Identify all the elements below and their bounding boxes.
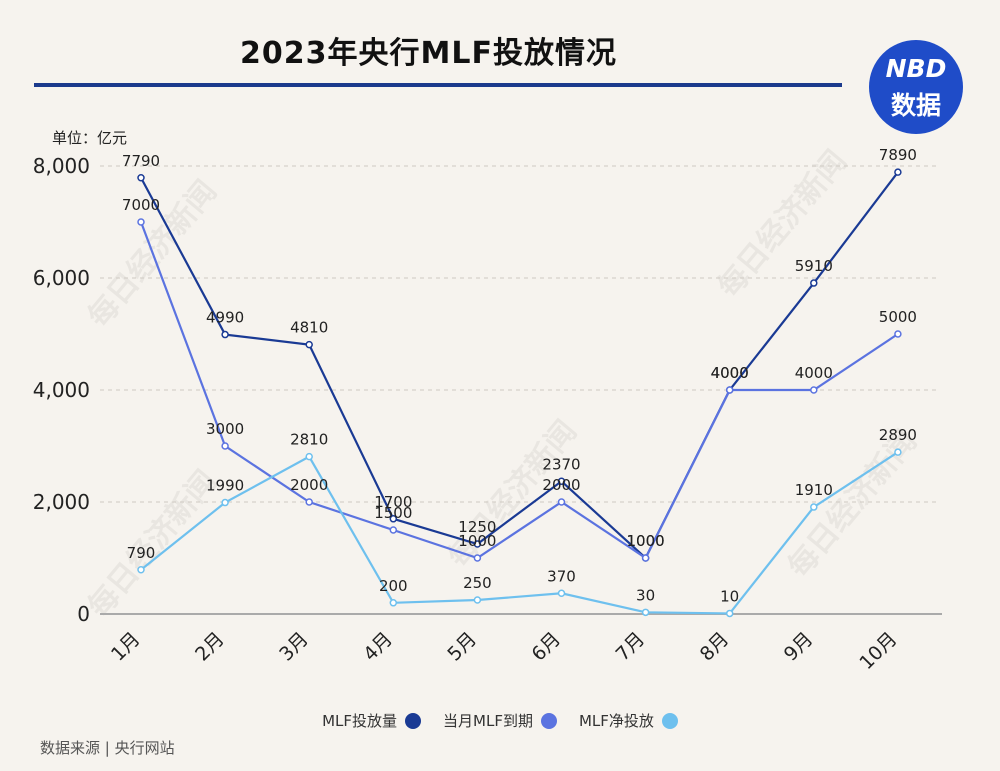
- data-point: [389, 526, 398, 534]
- x-tick-label: 8月: [696, 628, 734, 666]
- data-point: [221, 498, 229, 507]
- data-label: 2810: [290, 431, 328, 449]
- data-point: [305, 340, 313, 349]
- data-point: [810, 503, 818, 511]
- data-point: [473, 554, 482, 562]
- y-tick-label: 0: [77, 602, 90, 626]
- data-point: [641, 554, 650, 562]
- data-label: 250: [463, 574, 492, 592]
- data-label: 2890: [879, 426, 917, 444]
- chart-legend: MLF投放量 当月MLF到期 MLF净投放: [0, 710, 1000, 731]
- data-source: 数据来源 | 央行网站: [40, 739, 175, 757]
- data-label: 30: [636, 586, 655, 604]
- data-label: 7890: [879, 146, 917, 164]
- series-line: [140, 171, 899, 560]
- data-point: [557, 589, 566, 598]
- data-point: [137, 566, 145, 574]
- data-point: [641, 608, 650, 617]
- data-point: [894, 448, 902, 456]
- legend-label: MLF净投放: [578, 712, 654, 730]
- title-divider: [34, 83, 842, 87]
- data-point: [725, 609, 734, 618]
- logo-text-data: 数据: [890, 91, 941, 120]
- data-point: [557, 498, 566, 506]
- data-label: 1250: [458, 518, 496, 536]
- x-tick-label: 1月: [107, 628, 145, 666]
- data-label: 4990: [206, 309, 244, 327]
- data-label: 4810: [290, 319, 328, 337]
- logo-text-nbd: NBD: [885, 54, 947, 83]
- legend-dot-icon: [661, 712, 678, 729]
- x-tick-label: 4月: [359, 628, 397, 666]
- data-label: 1000: [627, 532, 665, 550]
- legend-label: 当月MLF到期: [443, 712, 533, 730]
- legend-dot-icon: [540, 712, 557, 729]
- data-label: 4000: [711, 364, 749, 382]
- data-point: [557, 477, 566, 486]
- legend-item-mlf-issued: MLF投放量: [322, 710, 422, 731]
- y-tick-label: 6,000: [33, 266, 90, 290]
- series-line: [140, 451, 899, 615]
- series-line: [139, 221, 899, 560]
- data-label: 790: [127, 544, 156, 562]
- x-tick-label: 7月: [612, 628, 650, 666]
- data-label: 10: [720, 587, 739, 605]
- data-label: 200: [379, 577, 408, 595]
- data-point: [894, 168, 902, 176]
- data-point: [894, 330, 902, 338]
- data-point: [305, 452, 313, 461]
- data-point: [389, 515, 398, 523]
- x-tick-label: 3月: [275, 628, 313, 666]
- x-tick-label: 10月: [855, 628, 901, 674]
- data-point: [305, 498, 313, 506]
- y-tick-label: 4,000: [33, 378, 90, 402]
- data-label: 2000: [542, 476, 580, 494]
- data-point: [473, 540, 482, 548]
- y-tick-label: 2,000: [33, 490, 90, 514]
- data-label: 1000: [458, 532, 496, 550]
- data-label: 1990: [206, 477, 244, 495]
- legend-item-mlf-net: MLF净投放: [579, 710, 678, 731]
- data-point: [725, 386, 734, 394]
- data-point: [137, 174, 145, 182]
- data-point: [810, 386, 818, 394]
- data-label: 1910: [795, 481, 833, 499]
- legend-item-mlf-maturing: 当月MLF到期: [443, 710, 557, 731]
- legend-dot-icon: [405, 712, 422, 729]
- x-tick-label: 9月: [780, 628, 818, 666]
- legend-label: MLF投放量: [322, 712, 398, 730]
- data-point: [221, 330, 229, 339]
- line-chart: 0 2,000 4,000 6,000 8,000 1月 2月 3月 4月 5月 6月 7月 8月 9月 1…: [33, 146, 942, 674]
- data-label: 2000: [290, 476, 328, 494]
- data-label: 7790: [122, 152, 160, 170]
- data-label: 7000: [122, 196, 160, 214]
- data-label: 1500: [374, 504, 412, 522]
- data-point: [137, 218, 145, 226]
- unit-label: 单位：亿元: [52, 129, 128, 147]
- data-label: 3000: [206, 420, 244, 438]
- data-point: [473, 596, 482, 604]
- data-label: 4000: [711, 364, 749, 382]
- nbd-logo: NBD 数据: [869, 40, 963, 134]
- data-point: [221, 442, 229, 450]
- data-label: 1700: [374, 493, 412, 511]
- data-label: 5000: [879, 308, 917, 326]
- data-label: 370: [547, 567, 576, 585]
- data-point: [389, 599, 398, 607]
- x-tick-label: 5月: [443, 628, 481, 666]
- x-tick-label: 2月: [191, 628, 229, 666]
- data-point: [810, 279, 818, 287]
- page-title: 2023年央行MLF投放情况: [240, 36, 617, 71]
- data-label: 5910: [795, 257, 833, 275]
- data-label: 4000: [795, 364, 833, 382]
- y-tick-label: 8,000: [33, 154, 90, 178]
- data-label: 2370: [542, 455, 580, 473]
- x-tick-label: 6月: [527, 628, 565, 666]
- data-label: 1000: [627, 532, 665, 550]
